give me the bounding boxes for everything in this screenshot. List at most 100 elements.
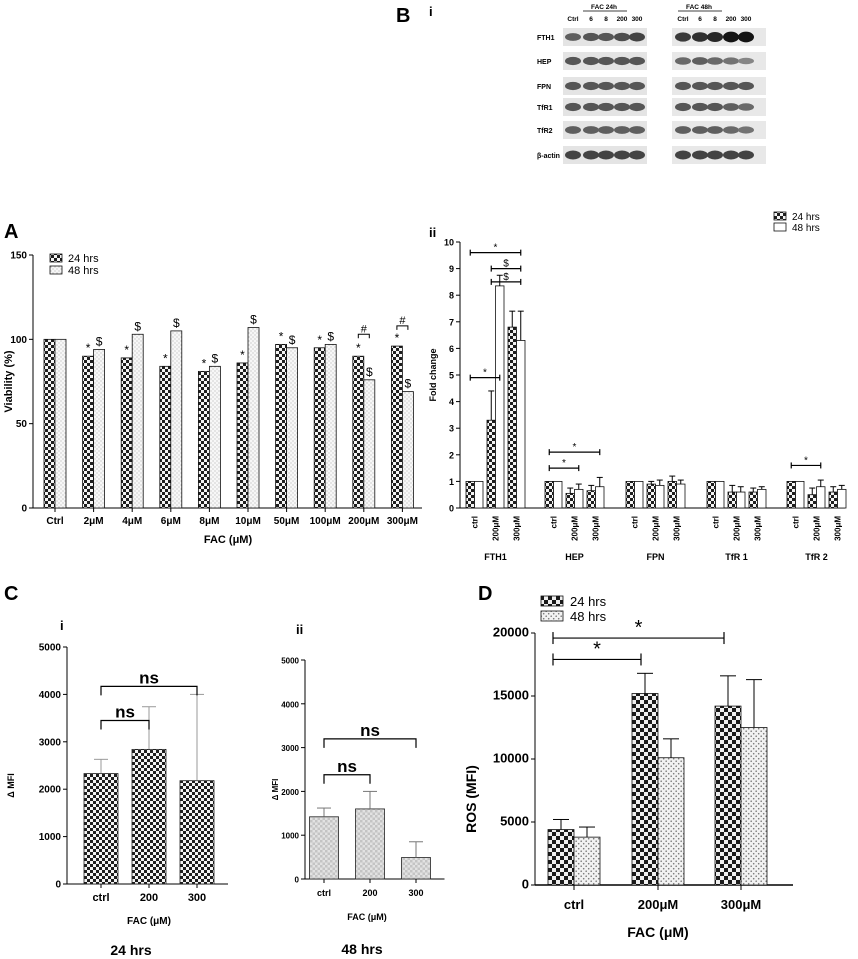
a-bar (82, 355, 94, 509)
b-x-tick-label: 300μM (754, 516, 763, 541)
b-y-axis-tick-label: 7 (449, 317, 454, 327)
chartCi-y-axis-tick-label: 2000 (39, 785, 62, 796)
a-significance-mark: * (317, 333, 322, 347)
b-bar (727, 491, 737, 509)
a-bar (170, 330, 183, 509)
blot-band (614, 102, 630, 112)
b-bar (486, 419, 496, 509)
a-bar (286, 347, 299, 509)
blot-band (723, 81, 739, 91)
d-y-axis-tick-label: 20000 (493, 625, 529, 640)
a-significance-mark: $ (366, 365, 373, 379)
blot-band (738, 31, 754, 43)
blot-band (565, 56, 581, 66)
d-bar (547, 829, 575, 886)
chartCi-y-label: Δ MFI (6, 773, 16, 797)
panel-label-c-i: i (60, 618, 64, 633)
b-x-tick-label: ctrl (471, 516, 480, 528)
blot-band (629, 56, 645, 66)
d-bar (631, 693, 659, 886)
b-bar (544, 480, 554, 509)
blot-band (598, 56, 614, 66)
blot-band (614, 81, 630, 91)
mfi-24h-chart: 0 1000 2000 3000 4000 5000 Δ MFI ctrl 200 300 nsns… (6, 643, 228, 958)
a-y-axis-tick-label: 50 (16, 419, 28, 430)
b-bracket-label: * (494, 243, 498, 254)
d-x-tick-label: 200μM (638, 897, 678, 912)
b-bar (465, 480, 475, 509)
b-x-tick-label: ctrl (550, 516, 559, 528)
a-x-tick-label: Ctrl (46, 516, 63, 527)
chartCi-bracket (100, 719, 150, 730)
a-bar (93, 349, 105, 509)
a-legend-swatch-48h (49, 265, 63, 275)
blot-band (629, 126, 645, 134)
b-y-axis-tick-label: 10 (444, 238, 454, 248)
b-y-axis-tick-label: 3 (449, 424, 454, 434)
d-x-tick-label: ctrl (564, 897, 584, 912)
blot-band (692, 32, 708, 42)
chartCi-bar (179, 780, 215, 885)
a-significance-mark: $ (173, 316, 180, 330)
blot-band (614, 32, 630, 42)
b-x-tick-label: 200μM (652, 516, 661, 541)
b-bar (676, 483, 686, 509)
a-bar (275, 343, 288, 509)
blot-band (598, 81, 614, 91)
a-bar (324, 343, 337, 509)
blot-group-label-48h: FAC 48h (686, 4, 712, 11)
ros-chart: 0 5000 10000 15000 20000 ROS (MFI) FAC (μM) ctr… (463, 594, 793, 940)
b-legend-swatch-48h (773, 222, 787, 232)
panel-label-b-i: i (429, 4, 433, 19)
a-legend-label-24h: 24 hrs (68, 253, 99, 265)
blot-band (598, 32, 614, 42)
d-y-axis-tick-label: 10000 (493, 751, 529, 766)
blot-band (738, 103, 754, 111)
a-x-tick-label: 100μM (310, 516, 341, 527)
b-x-tick-label: 200μM (733, 516, 742, 541)
b-group-label: TfR 2 (805, 552, 828, 562)
b-x-tick-label: 300μM (834, 516, 843, 541)
cii-x-label: FAC (μM) (347, 912, 387, 922)
blot-band (707, 102, 723, 112)
blot-band (738, 81, 754, 91)
chartCi-y-axis-tick-label: 0 (55, 880, 61, 891)
blot-band (675, 32, 691, 42)
b-bar (807, 494, 817, 509)
blot-band (565, 102, 581, 112)
chartCii-x-tick-label: ctrl (317, 888, 331, 898)
a-significance-mark: * (395, 331, 400, 345)
a-significance-mark: $ (134, 319, 141, 333)
b-group-label: FTH1 (484, 552, 507, 562)
d-y-label: ROS (MFI) (463, 765, 479, 833)
blot-lane-label: 200 (726, 16, 737, 23)
blot-band (723, 31, 739, 43)
blot-band (598, 126, 614, 134)
panel-label-c-ii: ii (296, 622, 303, 637)
blot-lane-label: Ctrl (677, 16, 688, 23)
b-bar (634, 480, 644, 509)
fold-change-chart: 0 1 2 3 4 5 6 7 8 9 10 Fold change ctrl 200μM 300μM FTH… (428, 211, 847, 562)
a-bar (43, 338, 56, 509)
b-bar (516, 340, 526, 509)
chartCii-y-axis-tick-label: 3000 (281, 744, 299, 753)
b-bracket-label: * (562, 458, 566, 469)
chartCii-y-axis-tick-label: 1000 (281, 832, 299, 841)
blot-band (675, 150, 691, 160)
a-bar (352, 355, 365, 509)
blot-band (565, 81, 581, 91)
b-x-tick-label: 200μM (571, 516, 580, 541)
blot-band (675, 102, 691, 112)
a-bar (363, 379, 376, 509)
mfi-48h-chart: 0 1000 2000 3000 4000 5000 Δ MFI ctrl 200 300 nsns… (271, 657, 445, 957)
a-bar (313, 347, 326, 509)
blot-row-label: TfR1 (537, 105, 553, 112)
a-x-tick-label: 300μM (387, 516, 418, 527)
d-bracket-label: * (593, 638, 601, 660)
a-y-axis-tick-label: 0 (21, 504, 27, 515)
b-bar (795, 480, 805, 509)
b-x-tick-label: ctrl (712, 516, 721, 528)
blot-band (692, 150, 708, 160)
chartCii-bar (309, 816, 339, 880)
b-bracket-label: * (573, 442, 577, 453)
